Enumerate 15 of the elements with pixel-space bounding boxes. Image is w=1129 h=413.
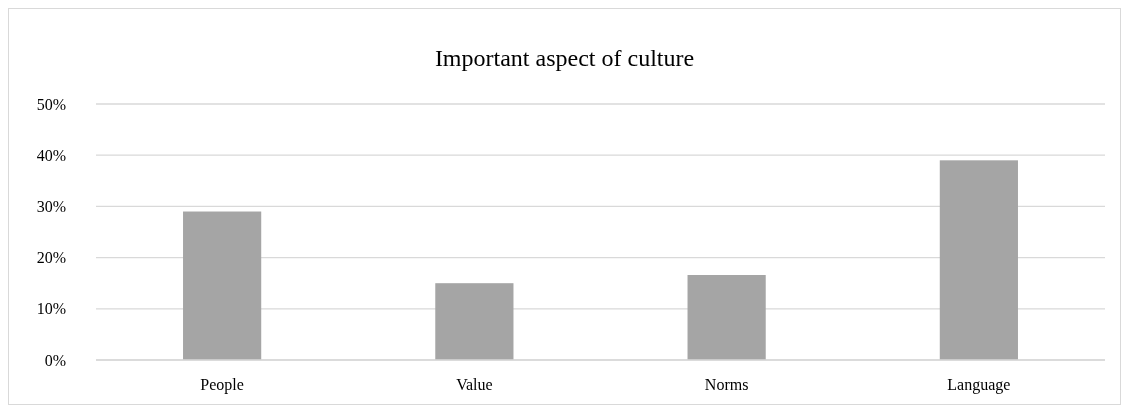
x-tick-label: Norms [704, 376, 749, 393]
y-tick-label: 30% [36, 198, 66, 215]
y-tick-label: 40% [36, 146, 66, 164]
y-tick-label: 20% [36, 249, 66, 267]
x-tick-label: Value [456, 376, 493, 393]
bar [687, 275, 766, 360]
y-tick-label: 10% [36, 300, 66, 318]
y-tick-label: 0% [44, 351, 66, 369]
y-tick-label: 50% [36, 95, 66, 113]
bar [939, 160, 1018, 360]
bar [183, 211, 262, 360]
chart-title: Important aspect of culture [434, 45, 695, 71]
x-tick-label: Language [947, 376, 1011, 394]
x-tick-label: People [200, 376, 244, 394]
bar [435, 283, 514, 360]
